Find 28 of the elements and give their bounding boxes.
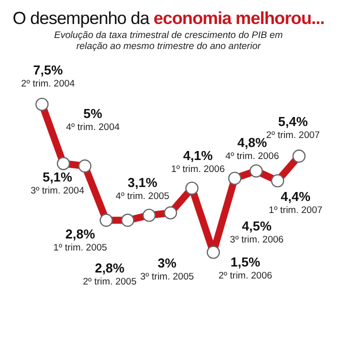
annotation: 3º trim. 2004 [30,186,84,197]
annotation: 1º trim. 2005 [53,242,108,254]
annotation: 4º trim. 2006 [225,150,279,162]
chart-title: O desempenho da economia melhorou... [12,8,326,29]
data-label: 4,4% [280,188,311,204]
text: 2º trim. 2004 [21,78,75,90]
text: 2º trim. 2006 [218,270,272,282]
data-label: 7,5% [33,62,64,78]
text: 2º trim. 2005 [82,276,136,288]
data-label: 5,4% [278,114,308,130]
annotation: 4º trim. 2004 [66,122,120,133]
chart-subtitle: Evolução da taxa trimestral de crescimento do PIB em relação ao mesmo trimestre do ano anterior [53,29,284,52]
annotation: 4º trim. 2005 [116,190,170,202]
data-label: 2,8% [94,260,125,276]
data-label: 4,1% [183,148,214,164]
data-label: 3,1% [128,174,158,190]
data-label: 5% [83,106,103,121]
data-label: 2,8% [65,226,96,242]
data-label: 5,1% [42,170,73,185]
annotation: 1º trim. 2006 [171,164,225,176]
annotation: 3º trim. 2006 [230,234,284,246]
text: 3º trim. 2005 [140,271,194,282]
annotation: 2º trim. 2007 [266,130,320,142]
data-label: 3% [158,255,177,270]
annotation: 1º trim. 2007 [268,204,322,216]
data-label: 4,8% [237,134,268,150]
data-label: 4,5% [242,218,272,234]
data-label: 1,5% [230,254,261,270]
